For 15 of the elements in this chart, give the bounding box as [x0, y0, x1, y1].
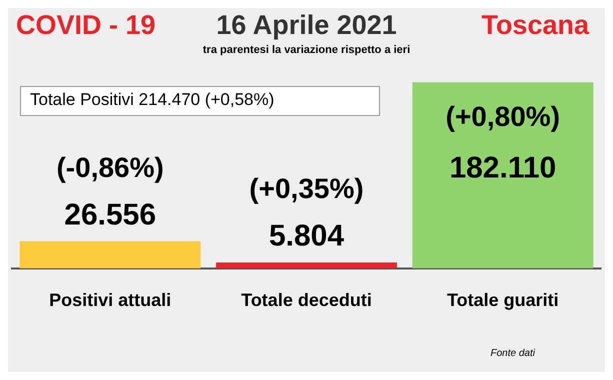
x-tick-label: Totale guariti — [446, 290, 559, 310]
annotation: (+0,35%) — [249, 173, 364, 204]
annotation: (-0,86%) — [56, 152, 164, 183]
chart-subtitle: tra parentesi la variazione rispetto a ieri — [202, 44, 412, 56]
text: COVID - 19 — [16, 10, 156, 41]
source-note: Fonte dati — [490, 348, 535, 359]
chart-title: 16 Aprile 2021 — [216, 10, 397, 40]
data-label: 182.110 — [449, 152, 556, 185]
data-label: 5.804 — [268, 220, 344, 253]
x-tick-label: Totale deceduti — [241, 290, 372, 310]
annotation: (+0,80%) — [446, 101, 560, 132]
x-tick-label: Positivi attuali — [49, 290, 172, 310]
data-label: 26.556 — [64, 198, 156, 232]
text: Toscana — [481, 10, 589, 41]
annotation: Totale Positivi 214.470 (+0,58%) — [30, 90, 274, 110]
